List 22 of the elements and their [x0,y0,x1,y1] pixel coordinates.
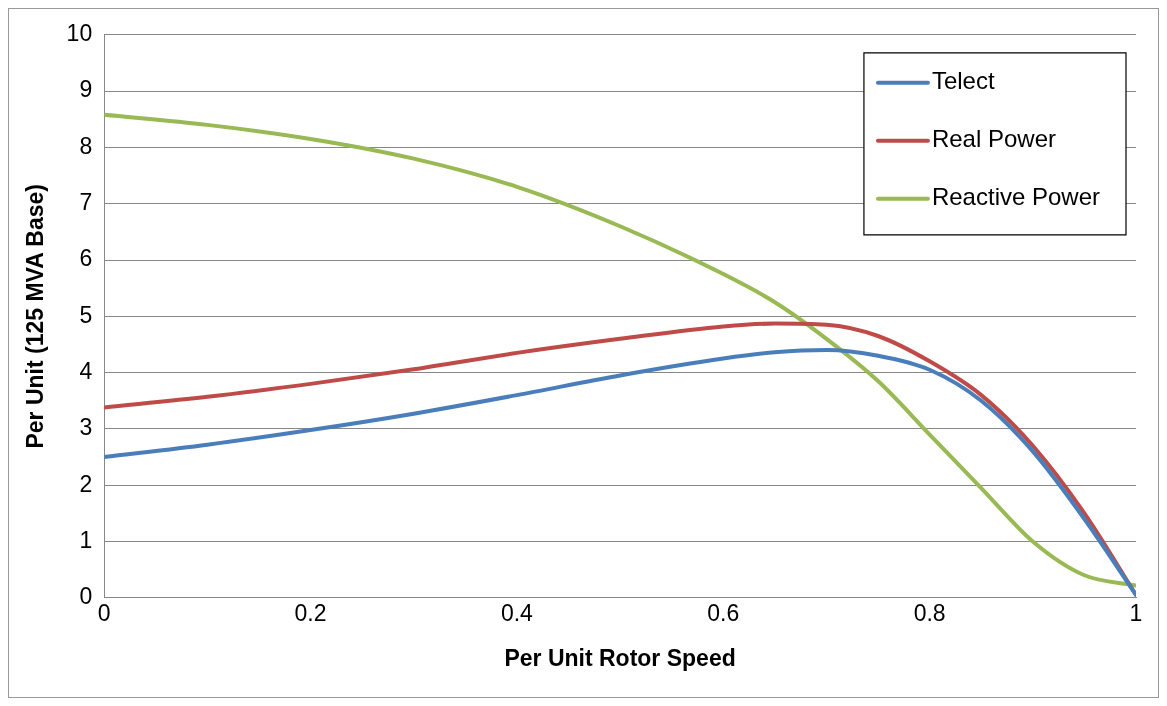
y-tick-label: 7 [79,189,93,216]
legend-label: Real Power [931,125,1056,153]
x-tick-label: 0.2 [294,599,327,626]
y-tick-label: 10 [66,20,93,47]
legend-label: Telect [931,67,995,95]
y-tick-label: 4 [79,357,93,384]
x-tick-label: 0.8 [913,599,946,626]
y-tick-label: 2 [79,470,93,497]
x-tick-label: 0 [97,599,111,626]
y-tick-label: 9 [79,76,93,103]
y-tick-label: 5 [79,301,93,328]
x-tick-label: 0.4 [500,599,534,626]
y-tick-label: 1 [79,526,93,553]
x-tick-label: 1 [1129,599,1143,626]
legend-label: Reactive Power [931,183,1101,211]
x-tick-label: 0.6 [707,599,740,626]
x-axis-title: Per Unit Rotor Speed [504,644,736,671]
y-axis-title: Per Unit (125 MVA Base) [22,184,49,449]
y-tick-label: 3 [79,414,93,441]
line-series [104,112,1136,588]
y-tick-label: 8 [79,132,93,159]
y-tick-label: 6 [79,245,93,272]
